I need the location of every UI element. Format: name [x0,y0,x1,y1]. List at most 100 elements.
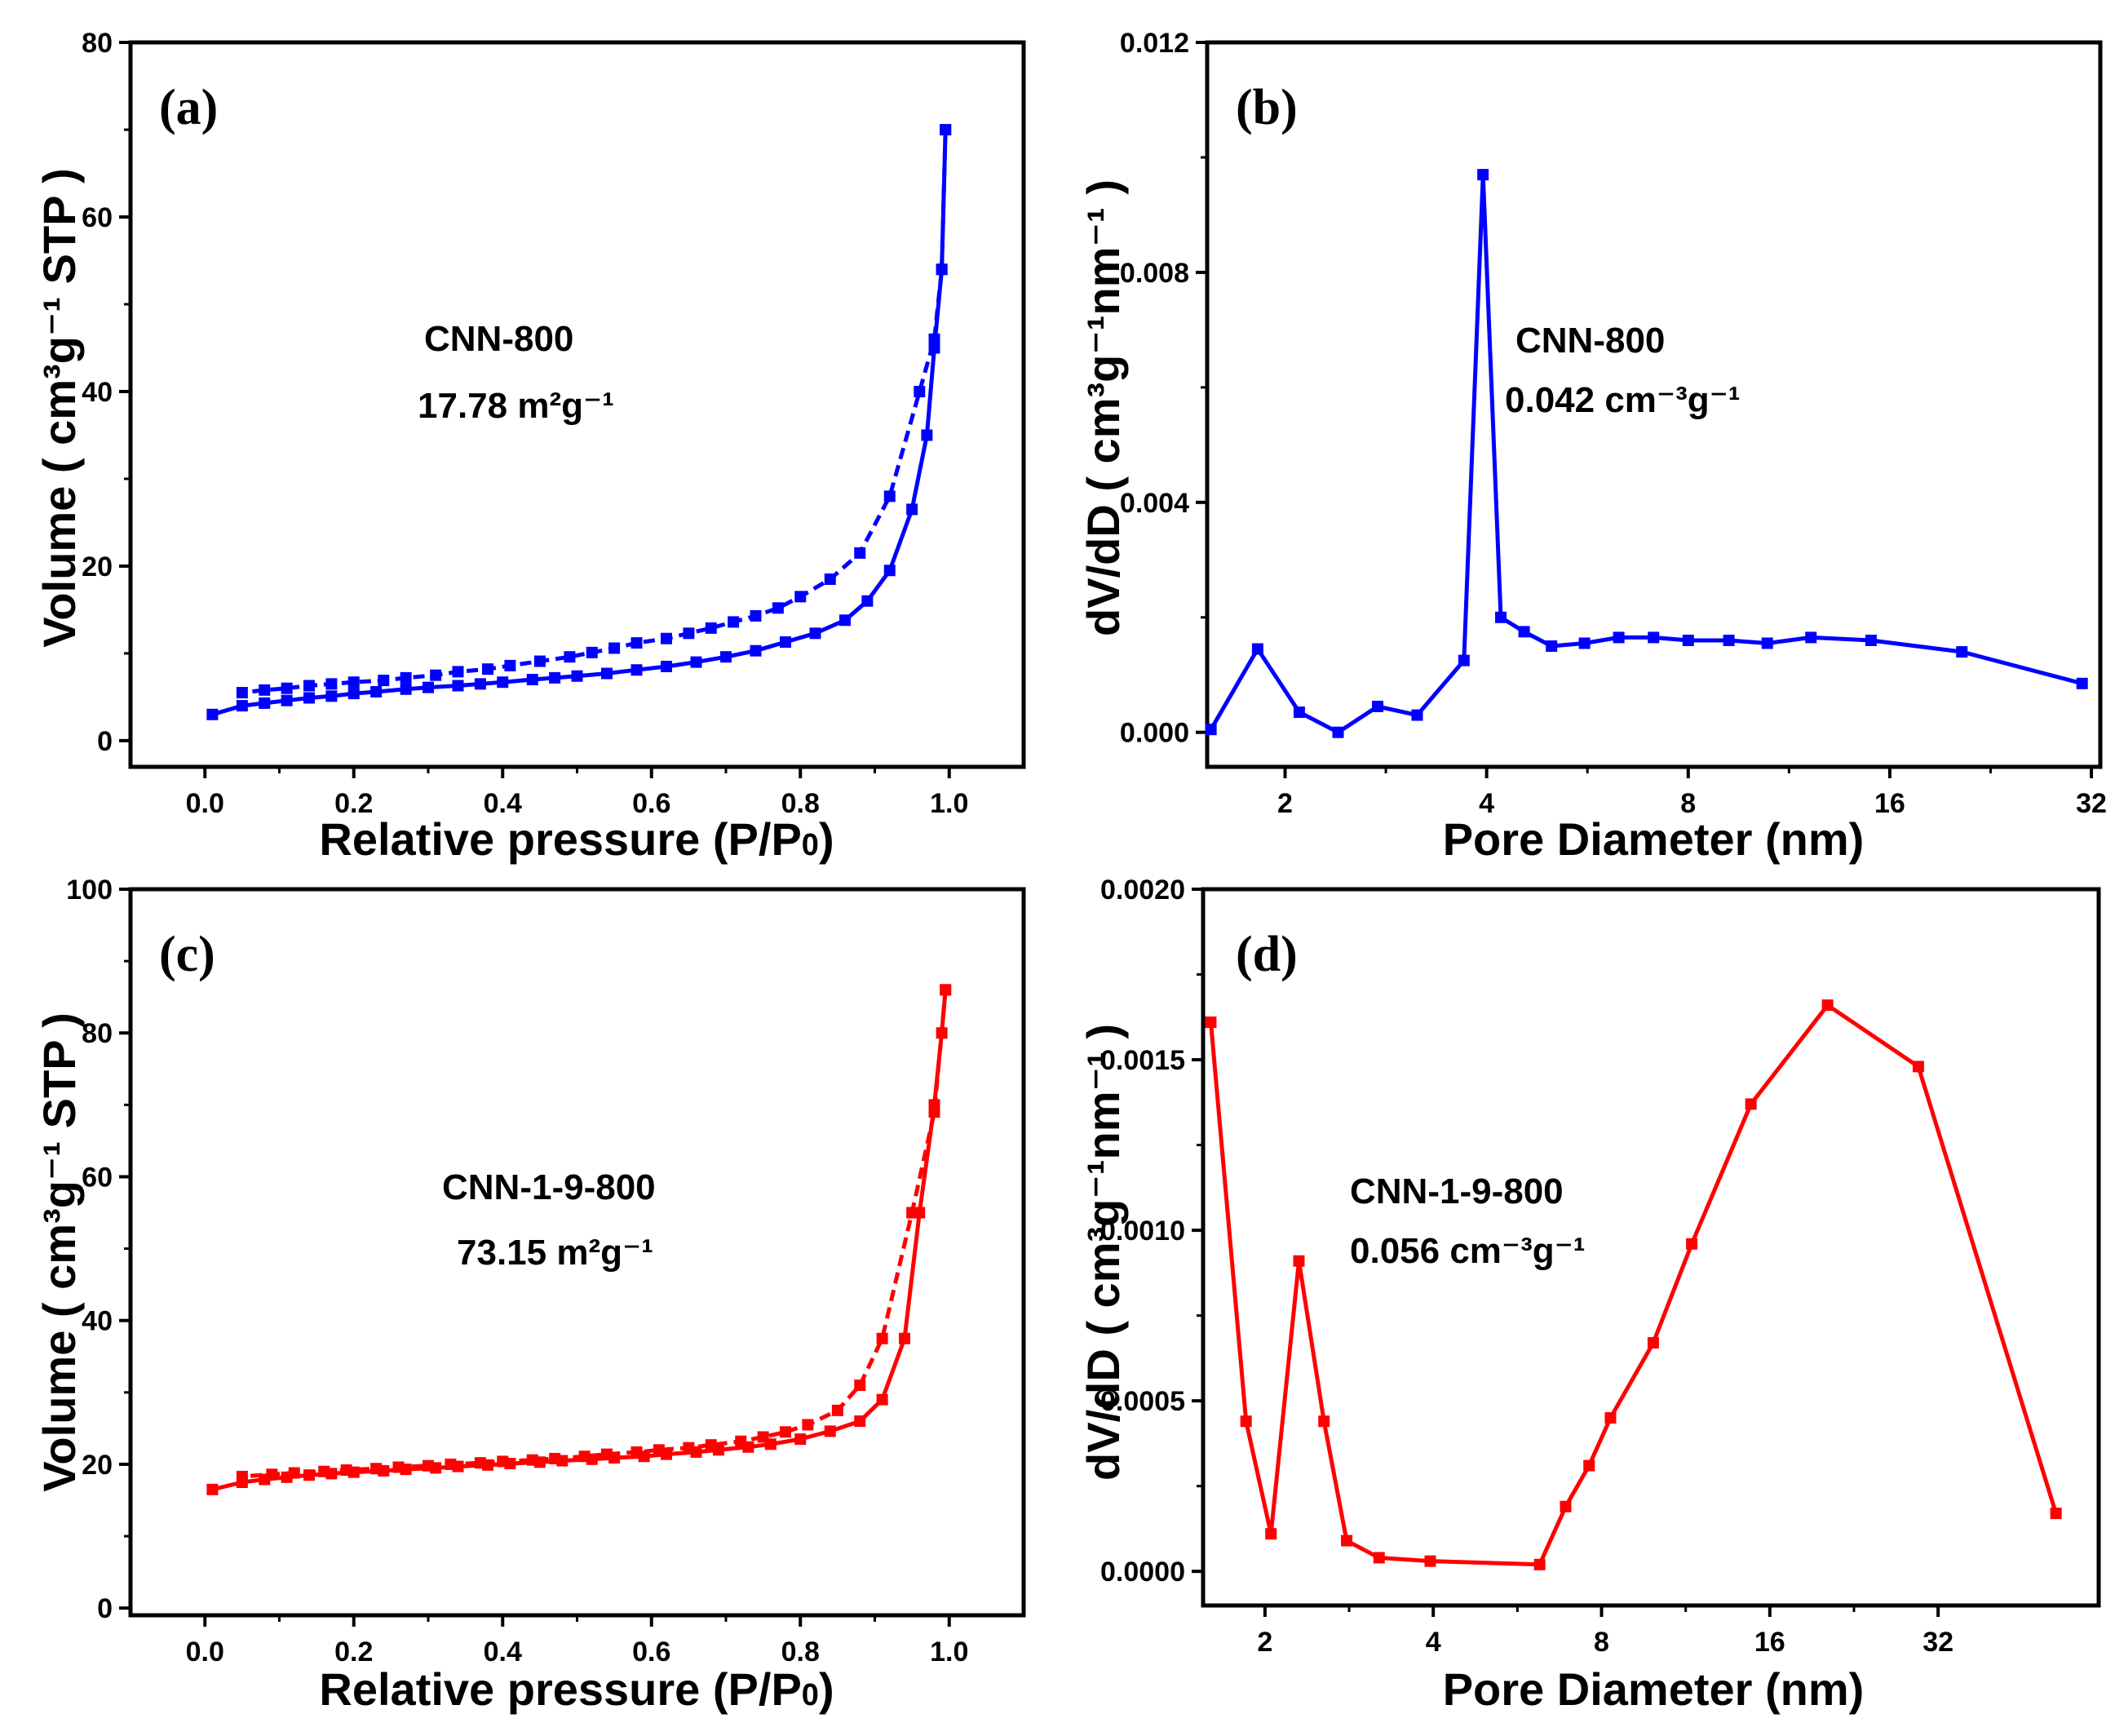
data-point [750,644,762,657]
x-tick-label: 32 [2076,788,2107,819]
panel-label: (d) [1236,927,1298,982]
panel-c: 0.0 0.2 0.4 0.6 0.8 1.0 0 20 40 60 80 100 (c) CNN-1… [33,875,1026,1715]
x-tick-label: 0.8 [781,788,820,819]
data-point [883,565,896,577]
x-tick-label: 0.4 [484,1636,522,1667]
y-tick-label: 100 [66,875,113,906]
data-point [347,676,360,689]
y-tick-label: 0 [97,1593,113,1624]
panel-label: (c) [159,927,215,982]
x-tick-label: 16 [1754,1627,1785,1658]
data-point [474,1457,486,1469]
data-point [876,1332,888,1344]
data-point [720,651,732,663]
data-point [921,429,933,441]
data-point [824,1425,836,1437]
annotation-sample-name: CNN-1-9-800 [1350,1171,1564,1211]
y-tick-label: 80 [82,28,113,59]
data-point [631,1446,643,1458]
data-point [854,1415,866,1428]
data-point [325,690,338,702]
data-point [1745,1098,1757,1110]
data-point [936,264,948,276]
data-point [1761,637,1773,649]
data-point [735,1435,747,1447]
data-point [1518,626,1530,638]
data-point [303,692,315,704]
y-tick-label: 0.0000 [1100,1557,1185,1588]
data-point [400,671,412,684]
series-group [1205,999,2062,1570]
x-tick-label: 2 [1277,788,1293,819]
data-point [705,1439,717,1451]
data-point [266,1468,278,1481]
data-point [549,1452,561,1464]
data-point [378,675,390,687]
x-axis-label: Pore Diameter (nm) [1443,813,1865,865]
data-point [757,1431,769,1443]
data-point [2050,1508,2062,1520]
data-point [1686,1238,1698,1250]
data-point [1956,646,1968,658]
tick-group: 0.0 0.2 0.4 0.6 0.8 1.0 0 20 40 60 80 100 [66,875,968,1667]
data-point [392,1461,405,1473]
data-point [259,684,271,696]
data-point [661,632,672,644]
data-point [571,670,583,682]
y-tick-label: 0.008 [1120,258,1189,289]
data-point [794,1433,807,1446]
data-point [705,622,717,634]
data-point [772,602,784,614]
data-point [883,490,896,503]
data-point [236,1470,248,1482]
annotation-pore-volume: 0.056 cm⁻³g⁻¹ [1350,1231,1586,1271]
data-point [1533,1558,1546,1570]
annotation-pore-volume: 0.042 cm⁻³g⁻¹ [1505,380,1741,420]
data-point [347,688,360,700]
data-point [318,1465,330,1477]
panel-label: (a) [159,80,218,135]
data-point [906,503,918,516]
data-point [1604,1412,1617,1424]
series-line-pore-size-distribution [1209,1003,2058,1567]
data-point [1458,654,1470,666]
data-point [928,333,940,345]
series-group [206,984,952,1495]
data-point [564,651,576,663]
data-point [2076,677,2088,689]
data-point [236,687,248,699]
x-tick-label: 0.0 [186,1636,224,1667]
data-point [906,1207,918,1219]
data-point [876,1393,888,1406]
data-point [1682,634,1694,646]
data-point [631,637,643,649]
y-tick-label: 40 [82,1306,113,1337]
data-point [601,667,613,680]
data-point [899,1332,910,1344]
data-point [526,674,538,686]
y-tick-label: 0 [97,726,113,757]
data-point [940,123,952,135]
data-point [1495,611,1507,623]
y-axis-label: dV/dD ( cm³g⁻¹nm⁻¹ ) [1077,1024,1129,1481]
x-tick-label: 0.4 [484,788,522,819]
data-point [578,1450,591,1463]
data-point [794,591,807,603]
data-point [728,616,740,628]
data-point [445,1458,457,1470]
plot-frame [1205,40,2103,769]
data-point [1424,1555,1436,1567]
data-point [1723,634,1735,646]
data-point [1613,631,1625,644]
data-point [653,1444,665,1456]
data-point [497,676,509,689]
data-point [1411,709,1423,721]
x-tick-label: 0.0 [186,788,224,819]
data-point [1293,706,1305,719]
x-axis-label: Pore Diameter (nm) [1443,1663,1865,1715]
data-point [430,669,442,681]
data-point [1821,999,1834,1012]
y-tick-label: 0.0015 [1100,1045,1185,1076]
